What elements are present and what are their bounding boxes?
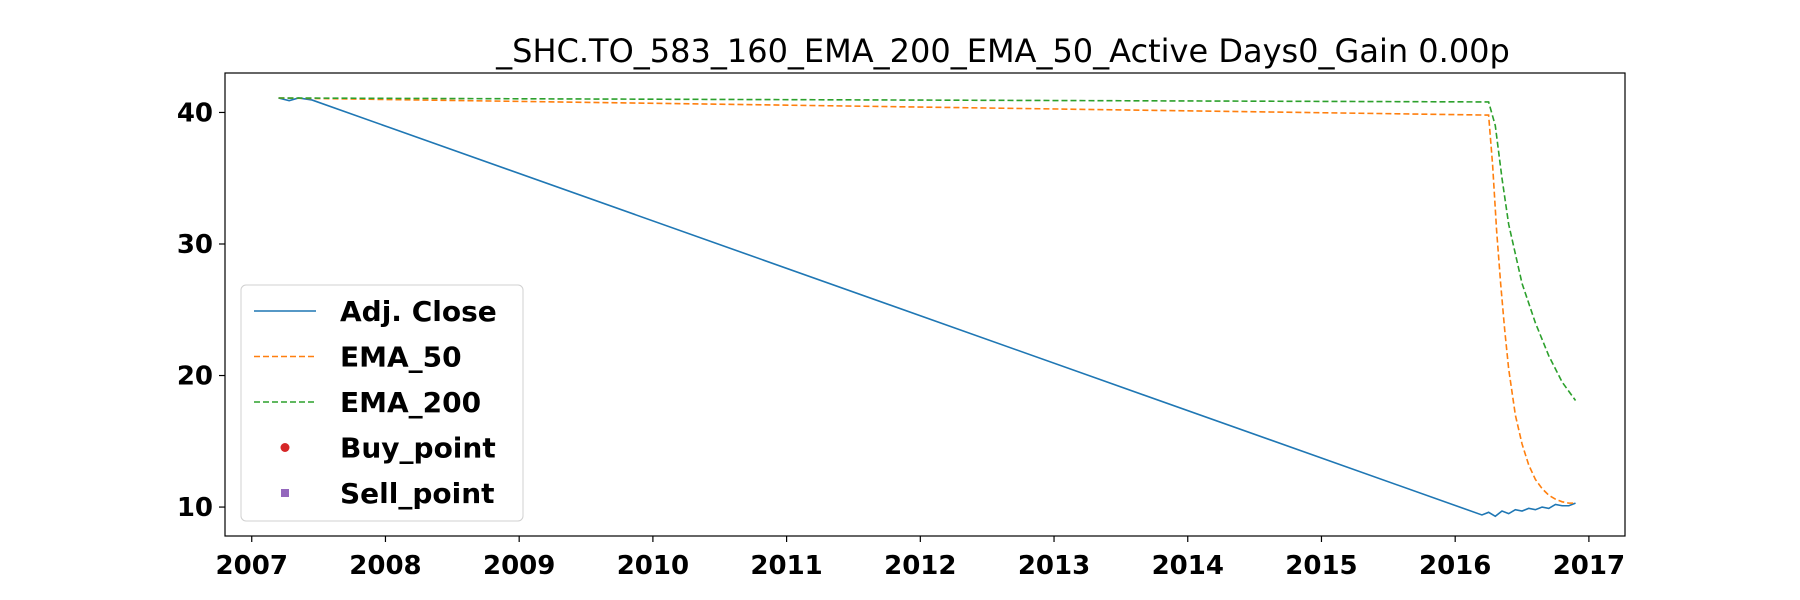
y-tick-label: 10: [177, 493, 213, 523]
legend-label-sell-point: Sell_point: [340, 477, 495, 510]
x-axis: 2007 2008 2009 2010 2011 2012 2013 2014 2015 2016…: [216, 536, 1625, 581]
x-tick-label: 2008: [349, 551, 421, 581]
y-axis: 10 20 30 40: [177, 98, 225, 523]
chart-title: _SHC.TO_583_160_EMA_200_EMA_50_Active Da…: [495, 32, 1510, 70]
legend-label-ema-200: EMA_200: [340, 386, 481, 419]
x-tick-label: 2012: [884, 551, 956, 581]
series-line-ema-200: [278, 97, 1577, 401]
y-tick-label: 20: [177, 362, 213, 392]
y-tick-label: 30: [177, 230, 213, 260]
series-line-adj-close: [278, 97, 1576, 518]
x-tick-label: 2011: [750, 551, 822, 581]
legend-box: [240, 284, 524, 522]
x-tick-label: 2016: [1419, 551, 1491, 581]
x-tick-label: 2014: [1152, 551, 1224, 581]
series-line-ema-50: [278, 97, 1576, 504]
legend-label-adj-close: Adj. Close: [340, 295, 497, 328]
legend-swatch-sell-point: [281, 489, 289, 497]
x-tick-label: 2010: [617, 551, 689, 581]
series-layer: [278, 97, 1577, 518]
x-tick-label: 2009: [483, 551, 555, 581]
x-tick-label: 2007: [216, 551, 288, 581]
y-tick-label: 40: [177, 98, 213, 128]
legend: Adj. Close EMA_50 EMA_200 Buy_point Sell_poi…: [240, 284, 524, 522]
plot-frame: [224, 72, 1626, 537]
x-tick-label: 2017: [1553, 551, 1625, 581]
legend-label-ema-50: EMA_50: [340, 341, 462, 374]
legend-label-buy-point: Buy_point: [340, 432, 496, 465]
x-tick-label: 2013: [1018, 551, 1090, 581]
x-tick-label: 2015: [1285, 551, 1357, 581]
legend-swatch-buy-point: [280, 443, 290, 452]
